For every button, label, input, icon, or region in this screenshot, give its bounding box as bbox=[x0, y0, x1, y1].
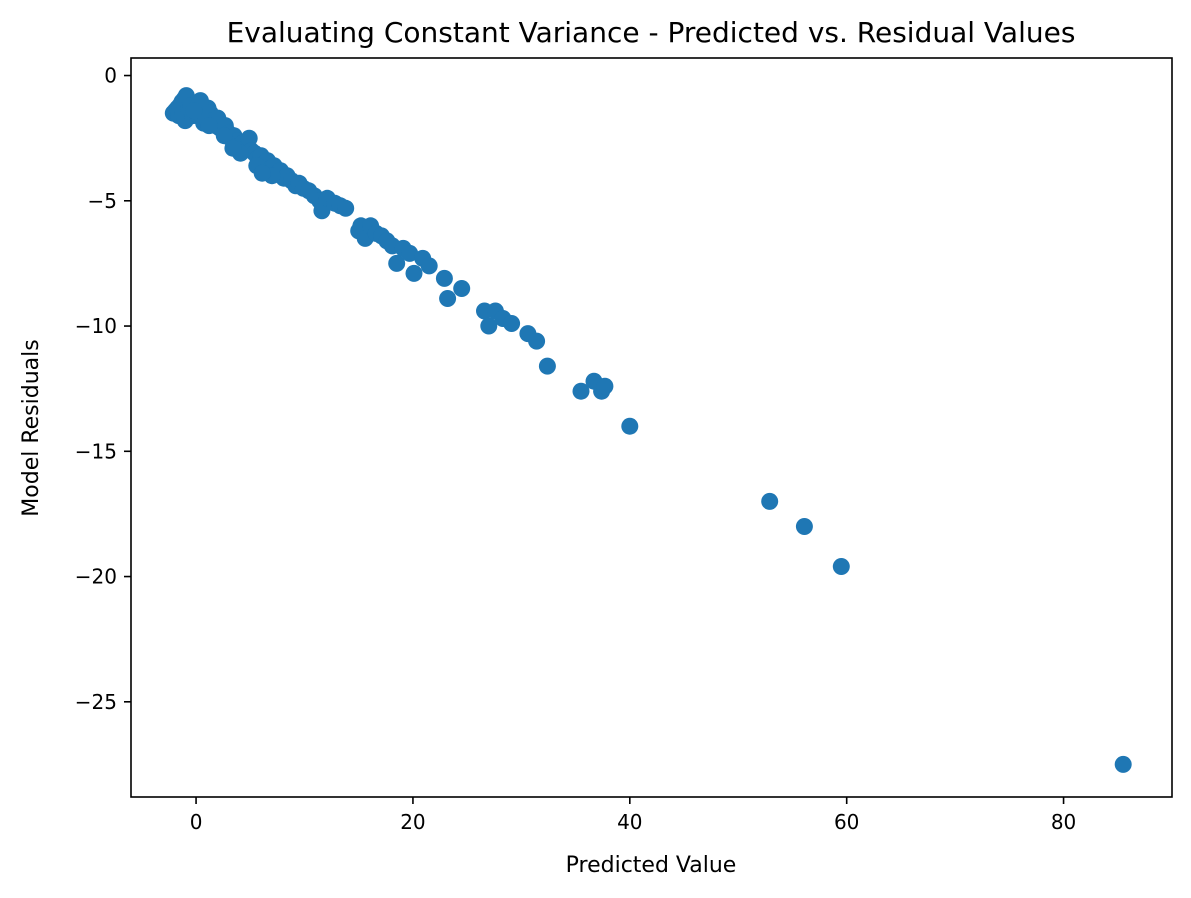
data-point bbox=[621, 417, 639, 435]
data-point bbox=[538, 357, 556, 375]
y-tick-label: −10 bbox=[75, 314, 117, 338]
data-point bbox=[224, 139, 242, 157]
data-point bbox=[528, 332, 546, 350]
data-point bbox=[832, 558, 850, 575]
ticks-layer: 0 20 40 60 80 0 −5 −10 −15 −20 −25 bbox=[75, 64, 1077, 834]
data-point bbox=[388, 254, 406, 272]
data-point bbox=[253, 164, 271, 182]
data-point bbox=[435, 269, 453, 287]
y-tick-label: −5 bbox=[88, 189, 117, 213]
points-layer bbox=[164, 87, 1132, 773]
data-point bbox=[401, 244, 419, 262]
y-axis-label: Model Residuals bbox=[19, 339, 44, 516]
plot-frame bbox=[130, 57, 1173, 798]
x-tick-label: 20 bbox=[400, 810, 425, 834]
data-point bbox=[420, 257, 438, 275]
data-point bbox=[480, 317, 498, 335]
data-point bbox=[200, 117, 218, 135]
data-point bbox=[761, 492, 779, 510]
data-point bbox=[240, 129, 258, 147]
x-axis-label: Predicted Value bbox=[566, 853, 737, 878]
x-tick-label: 60 bbox=[834, 810, 859, 834]
data-point bbox=[439, 290, 457, 307]
y-tick-label: 0 bbox=[104, 64, 117, 88]
y-tick-label: −25 bbox=[75, 690, 117, 714]
data-point bbox=[337, 199, 355, 217]
y-tick-label: −15 bbox=[75, 439, 117, 463]
data-point bbox=[572, 382, 590, 400]
y-tick-label: −20 bbox=[75, 565, 117, 589]
data-point bbox=[453, 280, 471, 297]
data-point bbox=[596, 377, 614, 395]
data-point bbox=[215, 127, 233, 145]
data-point bbox=[185, 102, 203, 120]
data-point bbox=[1114, 755, 1132, 773]
data-point bbox=[405, 264, 423, 282]
chart-title: Evaluating Constant Variance - Predicted… bbox=[227, 16, 1076, 49]
data-point bbox=[503, 315, 521, 332]
x-tick-label: 40 bbox=[617, 810, 642, 834]
data-point bbox=[795, 518, 813, 535]
x-tick-label: 80 bbox=[1051, 810, 1076, 834]
x-tick-label: 0 bbox=[190, 810, 203, 834]
